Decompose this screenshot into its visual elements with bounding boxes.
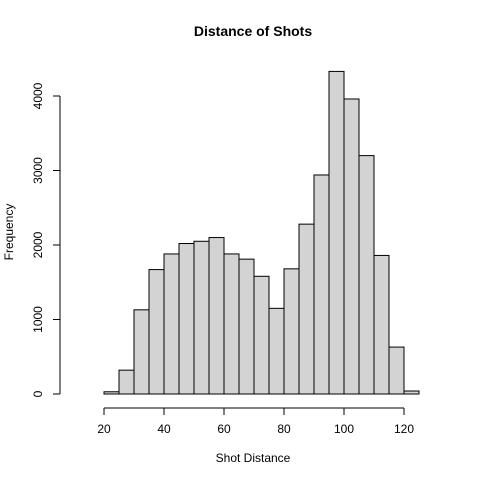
x-tick-label: 120 <box>394 422 414 436</box>
y-axis-label: Frequency <box>2 204 16 261</box>
y-tick-label: 3000 <box>31 157 45 184</box>
x-tick-label: 60 <box>217 422 231 436</box>
x-axis: 20 40 60 80 100 120 <box>97 407 414 436</box>
histogram-bar <box>328 70 345 395</box>
histogram-bar <box>283 268 300 395</box>
x-tick-label: 40 <box>157 422 171 436</box>
histogram-bar <box>163 253 180 395</box>
histogram-bar <box>388 346 405 395</box>
histogram-bar <box>103 391 120 395</box>
y-axis: 0 1000 2000 3000 4000 <box>31 82 61 397</box>
y-tick-label: 1000 <box>31 306 45 333</box>
histogram-bar <box>403 390 420 395</box>
histogram-bar <box>253 275 270 395</box>
y-tick-label: 2000 <box>31 231 45 258</box>
chart-title: Distance of Shots <box>194 23 312 39</box>
histogram-bar <box>358 155 375 395</box>
histogram-bar <box>313 174 330 395</box>
histogram-bar <box>148 269 165 395</box>
histogram-bar <box>373 254 390 395</box>
x-axis-label: Shot Distance <box>216 451 291 465</box>
histogram-bar <box>343 98 360 395</box>
histogram-bar <box>298 223 315 395</box>
y-tick-label: 4000 <box>31 82 45 109</box>
histogram-bar <box>193 240 210 395</box>
histogram-bar <box>268 307 285 395</box>
histogram-bar <box>208 237 225 395</box>
x-tick-label: 20 <box>97 422 111 436</box>
histogram-bar <box>118 369 135 395</box>
x-tick-label: 100 <box>334 422 354 436</box>
histogram-bar <box>178 243 195 395</box>
x-tick-label: 80 <box>277 422 291 436</box>
y-tick-label: 0 <box>31 390 45 397</box>
bars-group <box>103 70 420 395</box>
histogram-bar <box>133 309 150 395</box>
histogram-bar <box>223 253 240 395</box>
histogram-bar <box>238 258 255 395</box>
